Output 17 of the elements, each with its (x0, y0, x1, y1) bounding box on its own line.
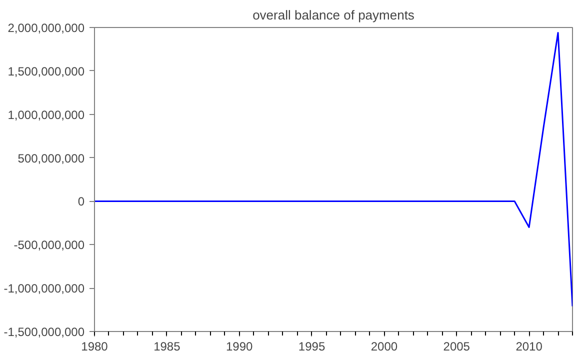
x-tick-label: 1980 (81, 340, 108, 353)
y-tick-label: 1,500,000,000 (8, 64, 85, 78)
y-tick-label: -1,000,000,000 (4, 282, 85, 296)
y-tick-label: 500,000,000 (18, 151, 85, 166)
chart-title: overall balance of payments (252, 8, 415, 22)
x-tick-label: 2010 (516, 340, 543, 353)
line-series (94, 32, 572, 308)
y-tick-label: -500,000,000 (14, 238, 85, 252)
x-tick-label: 2000 (370, 340, 398, 353)
y-tick-label: -1,500,000,000 (4, 325, 85, 339)
x-tick-label: 1995 (298, 340, 326, 353)
x-tick-label: 2005 (443, 340, 470, 353)
x-tick-label: 1990 (226, 340, 254, 353)
y-tick-label: 1,000,000,000 (8, 108, 85, 122)
x-tick-label: 1985 (154, 340, 181, 353)
y-tick-label: 2,000,000,000 (8, 21, 85, 35)
y-tick-label: 0 (78, 194, 85, 209)
